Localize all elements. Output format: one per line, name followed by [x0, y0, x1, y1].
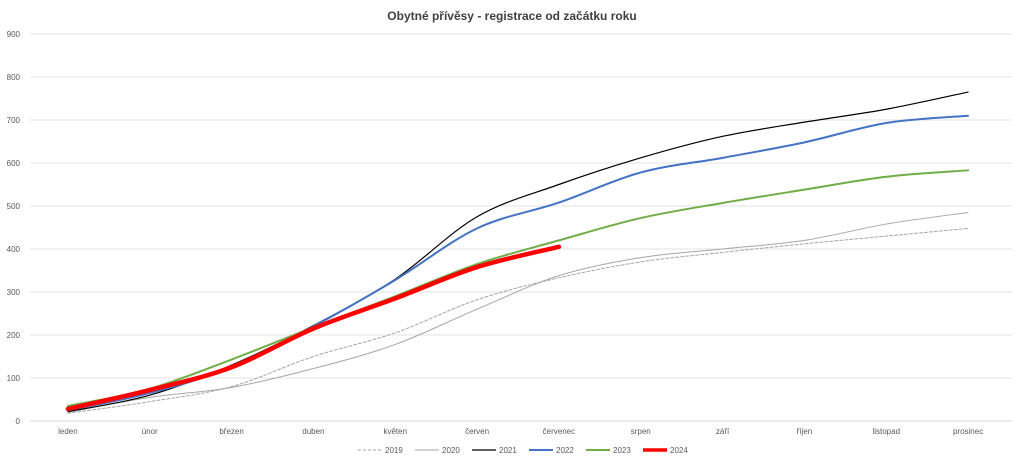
x-tick-label: říjen [797, 427, 813, 436]
x-tick-label: květen [383, 427, 407, 436]
legend-label: 2020 [442, 446, 460, 455]
x-tick-label: duben [302, 427, 324, 436]
series-line-2020 [67, 211, 969, 413]
x-tick-label: únor [142, 427, 158, 436]
legend-label: 2024 [670, 446, 688, 455]
series-line-2023 [66, 169, 970, 407]
legend-item-2024: 2024 [643, 446, 688, 455]
legend-item-2021: 2021 [472, 446, 517, 455]
y-tick-label: 700 [7, 116, 21, 125]
x-tick-label: listopad [872, 427, 900, 436]
x-tick-label: červen [465, 427, 489, 436]
legend-label: 2022 [556, 446, 574, 455]
x-tick-label: leden [58, 427, 78, 436]
y-tick-label: 600 [7, 159, 21, 168]
x-tick-label: září [716, 427, 730, 436]
y-tick-label: 300 [7, 288, 21, 297]
y-tick-label: 500 [7, 202, 21, 211]
y-tick-label: 0 [16, 417, 21, 426]
y-tick-label: 400 [7, 245, 21, 254]
y-tick-label: 800 [7, 73, 21, 82]
y-tick-label: 100 [7, 374, 21, 383]
y-tick-label: 900 [7, 30, 21, 39]
series-line-2022 [66, 114, 970, 412]
chart-title: Obytné přívěsy - registrace od začátku r… [387, 9, 636, 23]
legend-label: 2021 [499, 446, 517, 455]
x-tick-label: březen [219, 427, 243, 436]
y-tick-label: 200 [7, 331, 21, 340]
legend-item-2022: 2022 [529, 446, 574, 455]
x-tick-label: prosinec [953, 427, 983, 436]
x-tick-label: srpen [631, 427, 651, 436]
series-line-2024 [65, 244, 562, 412]
legend-item-2023: 2023 [586, 446, 631, 455]
legend-item-2019: 2019 [358, 446, 403, 455]
legend-label: 2023 [613, 446, 631, 455]
legend-item-2020: 2020 [415, 446, 460, 455]
x-tick-label: červenec [543, 427, 575, 436]
legend-label: 2019 [385, 446, 403, 455]
